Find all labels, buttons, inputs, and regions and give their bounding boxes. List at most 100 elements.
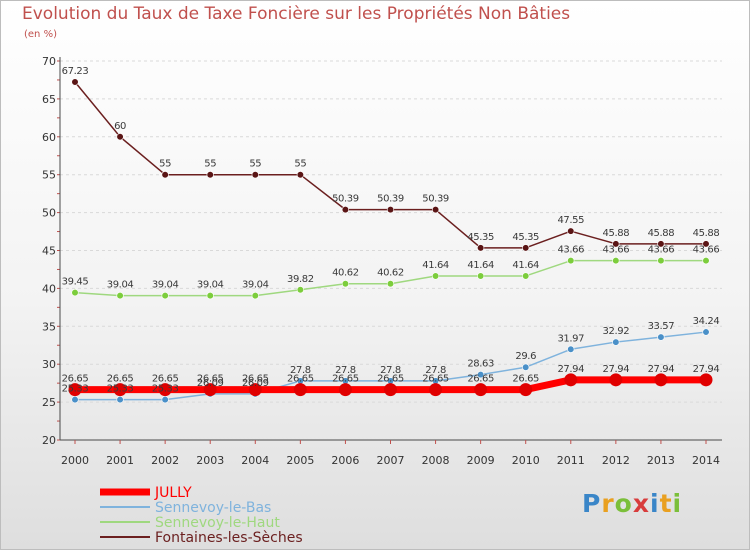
data-point — [203, 383, 217, 397]
y-tick-label: 70 — [42, 55, 56, 68]
data-label: 26.65 — [512, 374, 539, 385]
data-point — [296, 171, 304, 179]
data-point — [702, 328, 710, 336]
x-tick-label: 2000 — [61, 454, 89, 467]
y-tick-label: 45 — [42, 245, 56, 258]
data-label: 26.65 — [377, 374, 404, 385]
data-point — [702, 257, 710, 265]
data-label: 25.33 — [107, 384, 134, 395]
x-tick-label: 2005 — [286, 454, 314, 467]
data-point — [477, 272, 485, 280]
data-label: 39.04 — [152, 280, 179, 291]
data-point — [431, 272, 440, 280]
data-label: 27.94 — [603, 364, 630, 375]
data-label: 45.88 — [648, 228, 675, 239]
legend-label: Sennevoy-le-Bas — [155, 500, 271, 516]
data-label: 25.33 — [62, 384, 89, 395]
data-label: 40.62 — [332, 268, 359, 279]
data-point — [116, 133, 124, 141]
legend-label: Fontaines-les-Sèches — [155, 530, 303, 546]
data-point — [206, 171, 214, 179]
data-label: 50.39 — [422, 194, 449, 205]
data-point — [654, 373, 668, 387]
data-point — [429, 383, 443, 397]
y-tick-label: 40 — [42, 282, 56, 295]
data-label: 45.35 — [467, 232, 494, 243]
data-label: 27.94 — [693, 364, 720, 375]
data-label: 26.65 — [422, 374, 449, 385]
y-tick-label: 35 — [42, 320, 56, 333]
data-label: 27.8 — [290, 365, 311, 376]
data-point — [522, 244, 530, 252]
data-point — [384, 383, 397, 397]
data-point — [116, 395, 124, 404]
data-point — [71, 78, 79, 86]
y-unit-label: (en %) — [24, 29, 57, 40]
data-label: 27.8 — [380, 365, 401, 376]
data-label: 28.63 — [467, 359, 494, 370]
x-tick-label: 2007 — [377, 454, 405, 467]
data-point — [161, 171, 169, 179]
x-tick-label: 2003 — [196, 454, 224, 467]
y-tick-label: 30 — [42, 358, 56, 371]
data-point — [116, 292, 124, 300]
data-point — [612, 240, 620, 248]
data-point — [477, 244, 485, 252]
x-tick-label: 2002 — [151, 454, 179, 467]
data-label: 55 — [204, 159, 216, 170]
data-label: 31.97 — [557, 333, 584, 344]
data-label: 25.33 — [152, 384, 179, 395]
data-point — [71, 395, 79, 404]
y-tick-label: 55 — [42, 169, 56, 182]
data-label: 27.94 — [557, 364, 584, 375]
y-tick-label: 20 — [42, 434, 56, 447]
data-label: 41.64 — [467, 260, 494, 271]
x-tick-label: 2008 — [422, 454, 450, 467]
x-tick-label: 2006 — [331, 454, 359, 467]
x-tick-label: 2001 — [106, 454, 134, 467]
data-point — [296, 286, 304, 294]
data-label: 26.65 — [242, 374, 269, 385]
data-point — [612, 257, 620, 265]
data-label: 39.45 — [62, 277, 89, 288]
x-tick-label: 2004 — [241, 454, 269, 467]
data-point — [567, 345, 575, 353]
data-point — [341, 280, 350, 288]
data-label: 41.64 — [422, 260, 449, 271]
y-tick-label: 25 — [42, 396, 56, 409]
data-label: 26.65 — [467, 374, 494, 385]
y-tick-label: 50 — [42, 207, 56, 220]
data-point — [251, 292, 259, 300]
data-label: 26.65 — [287, 374, 314, 385]
data-point — [522, 272, 530, 280]
data-point — [161, 292, 169, 300]
x-tick-label: 2010 — [512, 454, 540, 467]
data-label: 60 — [114, 121, 126, 132]
data-label: 29.6 — [515, 351, 536, 362]
data-point — [657, 333, 665, 341]
data-label: 43.66 — [557, 245, 584, 256]
data-point — [474, 383, 488, 397]
data-point — [71, 288, 79, 297]
data-point — [206, 292, 214, 300]
data-point — [158, 383, 172, 397]
x-tick-label: 2011 — [557, 454, 585, 467]
data-label: 27.8 — [425, 365, 446, 376]
x-tick-label: 2014 — [692, 454, 720, 467]
data-label: 26.65 — [197, 374, 224, 385]
legend-label: Sennevoy-le-Haut — [155, 515, 280, 531]
data-label: 55 — [294, 159, 306, 170]
x-tick-label: 2012 — [602, 454, 630, 467]
data-point — [248, 383, 262, 397]
data-point — [657, 257, 665, 265]
data-point — [251, 171, 259, 179]
data-point — [338, 383, 352, 397]
data-label: 39.04 — [197, 280, 224, 291]
data-label: 67.23 — [62, 66, 89, 77]
data-label: 45.88 — [603, 228, 630, 239]
data-label: 32.92 — [603, 326, 630, 337]
data-label: 45.35 — [512, 232, 539, 243]
y-tick-label: 65 — [42, 93, 56, 106]
